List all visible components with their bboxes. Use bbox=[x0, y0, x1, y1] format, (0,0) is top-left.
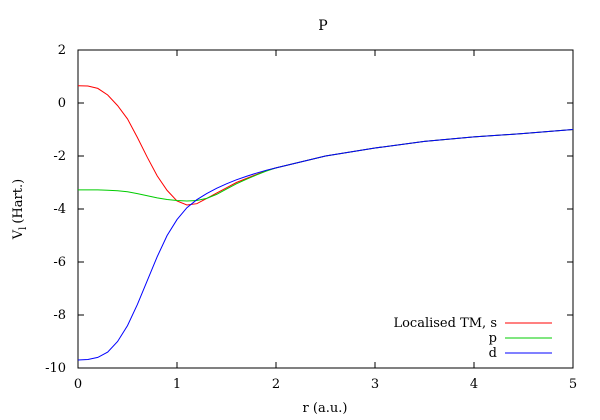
series-line-2 bbox=[77, 129, 574, 361]
legend: Localised TM, spd bbox=[393, 316, 552, 361]
legend-label-2: d bbox=[489, 346, 497, 361]
x-tick-label: 2 bbox=[272, 377, 280, 392]
x-tick-label: 3 bbox=[371, 377, 379, 392]
series-line-1 bbox=[78, 129, 574, 202]
plot-frame bbox=[77, 49, 574, 369]
y-tick-label: 0 bbox=[58, 96, 66, 111]
x-axis-label: r (a.u.) bbox=[303, 401, 348, 416]
x-tick-label: 1 bbox=[173, 377, 181, 392]
axes bbox=[77, 49, 574, 369]
y-tick-label: -8 bbox=[53, 308, 66, 323]
series-line-0 bbox=[77, 85, 574, 206]
y-axis-label-sub: l bbox=[18, 227, 29, 230]
y-tick-label: -6 bbox=[53, 255, 66, 270]
y-tick-label: 2 bbox=[58, 43, 66, 58]
chart-title: P bbox=[318, 18, 327, 34]
ticks: 0 1 2 3 4 5 2 0 -2 -4 -6 -8 -10 bbox=[45, 43, 577, 392]
x-tick-label: 4 bbox=[470, 377, 478, 392]
y-tick-label: -10 bbox=[45, 361, 66, 376]
y-axis-label-main: V bbox=[11, 229, 26, 240]
legend-label-0: Localised TM, s bbox=[393, 316, 497, 331]
x-tick-label: 5 bbox=[569, 377, 577, 392]
y-tick-label: -4 bbox=[53, 202, 66, 217]
legend-label-1: p bbox=[489, 331, 497, 346]
x-tick-label: 0 bbox=[74, 377, 82, 392]
series-layer bbox=[77, 85, 574, 361]
y-axis-label: Vl (Hart.) bbox=[11, 179, 29, 240]
y-tick-label: -2 bbox=[53, 149, 66, 164]
y-axis-label-unit: (Hart.) bbox=[11, 179, 26, 224]
